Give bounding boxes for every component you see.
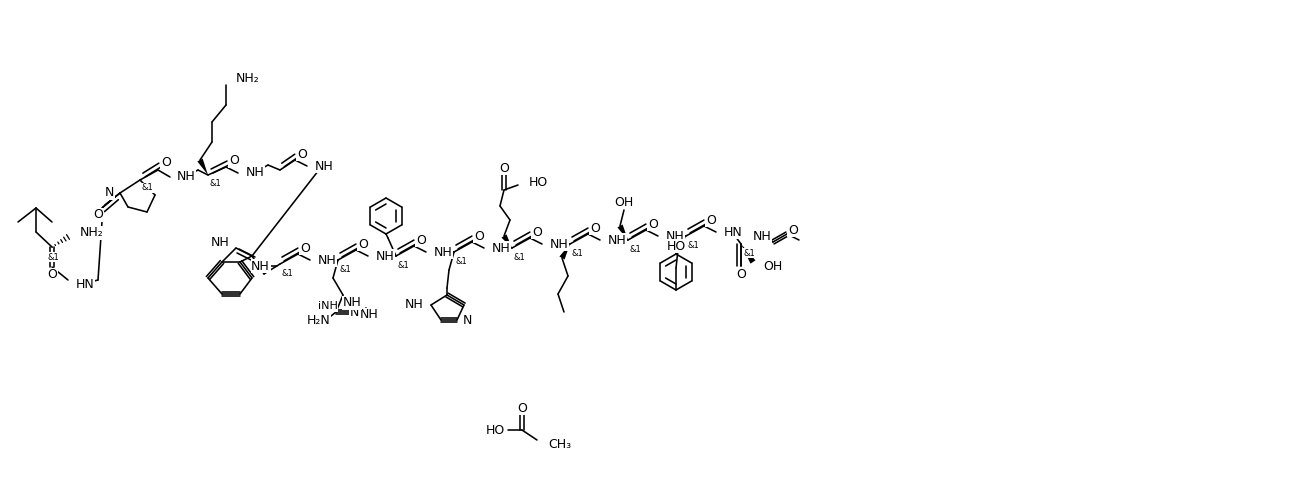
Text: O: O — [590, 221, 599, 235]
Text: NH: NH — [377, 249, 395, 262]
Polygon shape — [559, 244, 569, 259]
Text: &1: &1 — [513, 252, 525, 261]
Text: &1: &1 — [629, 245, 642, 253]
Text: HO: HO — [666, 240, 685, 252]
Text: HO: HO — [486, 423, 506, 436]
Polygon shape — [675, 236, 685, 251]
Text: &1: &1 — [456, 256, 468, 266]
Text: O: O — [229, 154, 238, 168]
Text: N: N — [104, 186, 113, 200]
Text: NH: NH — [609, 234, 627, 246]
Text: OH: OH — [615, 196, 633, 209]
Text: O: O — [736, 268, 745, 281]
Text: &1: &1 — [397, 260, 409, 270]
Text: O: O — [47, 269, 57, 282]
Text: NH: NH — [251, 259, 270, 273]
Text: OH: OH — [764, 259, 782, 273]
Text: NH: NH — [246, 167, 265, 179]
Text: O: O — [162, 156, 171, 170]
Text: O: O — [474, 230, 483, 243]
Text: NH: NH — [315, 160, 334, 173]
Text: O: O — [532, 225, 542, 239]
Text: &1: &1 — [688, 241, 700, 249]
Text: HO: HO — [529, 176, 549, 189]
Text: NH: NH — [493, 242, 511, 254]
Text: O: O — [499, 162, 509, 175]
Text: O: O — [648, 217, 658, 231]
Text: iNH: iNH — [318, 301, 337, 311]
Text: H₂N: H₂N — [306, 314, 330, 326]
Text: NH₂: NH₂ — [79, 226, 104, 240]
Text: NH: NH — [550, 238, 568, 250]
Text: NH: NH — [211, 237, 231, 249]
Text: &1: &1 — [48, 252, 60, 261]
Text: NH: NH — [351, 306, 369, 318]
Text: NH: NH — [177, 171, 195, 183]
Polygon shape — [197, 159, 208, 175]
Text: O: O — [300, 242, 310, 254]
Text: N: N — [463, 314, 473, 326]
Text: &1: &1 — [340, 265, 352, 274]
Text: O: O — [416, 234, 426, 246]
Text: &1: &1 — [210, 179, 222, 188]
Text: NH: NH — [360, 309, 379, 321]
Text: O: O — [297, 147, 308, 161]
Text: NH: NH — [318, 253, 336, 267]
Text: NH: NH — [666, 230, 685, 243]
Polygon shape — [502, 234, 512, 248]
Text: NH: NH — [404, 298, 423, 312]
Text: &1: &1 — [281, 269, 293, 278]
Text: NH: NH — [434, 246, 452, 258]
Text: &1: &1 — [572, 248, 584, 257]
Polygon shape — [618, 224, 628, 240]
Text: NH: NH — [343, 296, 362, 310]
Text: &1: &1 — [743, 248, 754, 257]
Polygon shape — [741, 244, 756, 264]
Text: HN: HN — [76, 278, 95, 290]
Text: HN: HN — [724, 225, 743, 239]
Text: CH₃: CH₃ — [549, 437, 571, 451]
Text: O: O — [517, 401, 526, 415]
Text: &1: &1 — [142, 183, 154, 192]
Text: O: O — [93, 209, 103, 221]
Text: NH: NH — [753, 230, 771, 243]
Text: O: O — [788, 223, 797, 237]
Text: O: O — [706, 213, 715, 226]
Text: O: O — [358, 238, 367, 250]
Text: NH₂: NH₂ — [236, 71, 259, 84]
